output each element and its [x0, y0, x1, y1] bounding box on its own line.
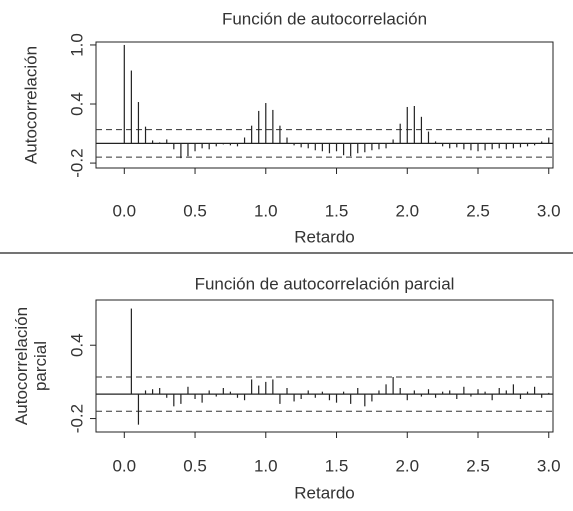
y-tick-label: 0.4: [67, 92, 86, 116]
y-axis-label: Autocorrelación: [21, 46, 40, 164]
x-axis-label: Retardo: [294, 483, 354, 502]
x-tick-label: 1.5: [325, 456, 349, 475]
x-tick-label: 0.0: [112, 456, 136, 475]
chart-title: Función de autocorrelación parcial: [195, 274, 455, 293]
x-tick-label: 0.5: [183, 201, 207, 220]
y-axis-label: parcial: [31, 341, 50, 391]
y-tick-label: -0.2: [67, 404, 86, 433]
x-tick-label: 3.0: [537, 456, 561, 475]
x-axis-label: Retardo: [294, 227, 354, 246]
y-tick-label: 1.0: [67, 33, 86, 57]
chart-title: Función de autocorrelación: [222, 9, 427, 28]
x-tick-label: 0.0: [112, 201, 136, 220]
y-tick-label: -0.2: [67, 148, 86, 177]
x-tick-label: 0.5: [183, 456, 207, 475]
x-tick-label: 3.0: [537, 201, 561, 220]
x-tick-label: 1.0: [254, 201, 278, 220]
x-tick-label: 2.5: [466, 456, 490, 475]
x-tick-label: 1.5: [325, 201, 349, 220]
x-tick-label: 2.0: [395, 201, 419, 220]
x-tick-label: 2.0: [395, 456, 419, 475]
x-tick-label: 2.5: [466, 201, 490, 220]
plot-frame: [95, 41, 554, 169]
y-axis-label: Autocorrelación: [12, 307, 31, 425]
y-tick-label: 0.4: [67, 333, 86, 357]
x-tick-label: 1.0: [254, 456, 278, 475]
plot-frame: [95, 299, 554, 433]
